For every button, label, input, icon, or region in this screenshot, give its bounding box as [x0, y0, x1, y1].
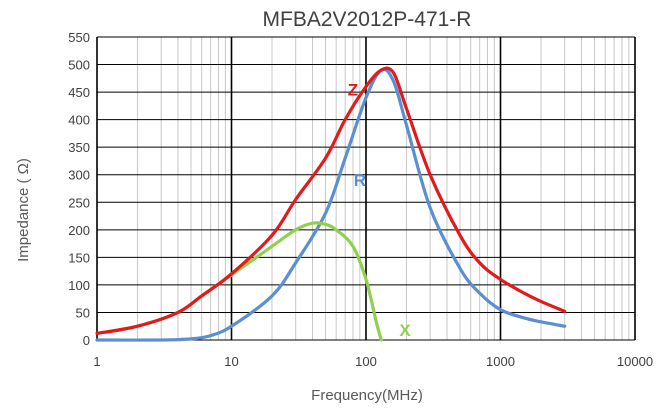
y-tick-label: 450 [68, 85, 90, 100]
x-axis-ticks: 1 10 100 1000 10000 [93, 354, 653, 369]
series-labels: Z R X [348, 80, 412, 340]
x-tick-label: 10000 [617, 354, 653, 369]
y-tick-label: 100 [68, 278, 90, 293]
chart-title: MFBA2V2012P-471-R [263, 8, 472, 31]
y-tick-label: 250 [68, 195, 90, 210]
x-tick-label: 100 [355, 354, 377, 369]
y-tick-label: 550 [68, 30, 90, 45]
x-tick-label: 1000 [486, 354, 515, 369]
series-layer [95, 66, 567, 342]
series-label-z: Z [348, 80, 358, 99]
y-tick-label: 400 [68, 113, 90, 128]
y-tick-label: 350 [68, 140, 90, 155]
y-tick-label: 300 [68, 168, 90, 183]
x-tick-label: 10 [224, 354, 238, 369]
series-r-line [95, 67, 567, 342]
series-label-x: X [399, 321, 411, 340]
y-tick-label: 150 [68, 250, 90, 265]
y-tick-label: 0 [83, 333, 90, 348]
y-tick-label: 500 [68, 58, 90, 73]
y-tick-label: 200 [68, 223, 90, 238]
grid [96, 36, 636, 341]
y-axis-ticks: 0 50 100 150 200 250 300 350 400 450 500 550 [68, 30, 90, 348]
series-label-r: R [354, 171, 366, 190]
x-tick-label: 1 [93, 354, 100, 369]
series-z-line [95, 66, 567, 335]
x-axis-label: Frequency(MHz) [311, 387, 423, 404]
y-tick-label: 50 [76, 305, 90, 320]
y-axis-label: Impedance ( Ω) [15, 158, 32, 262]
